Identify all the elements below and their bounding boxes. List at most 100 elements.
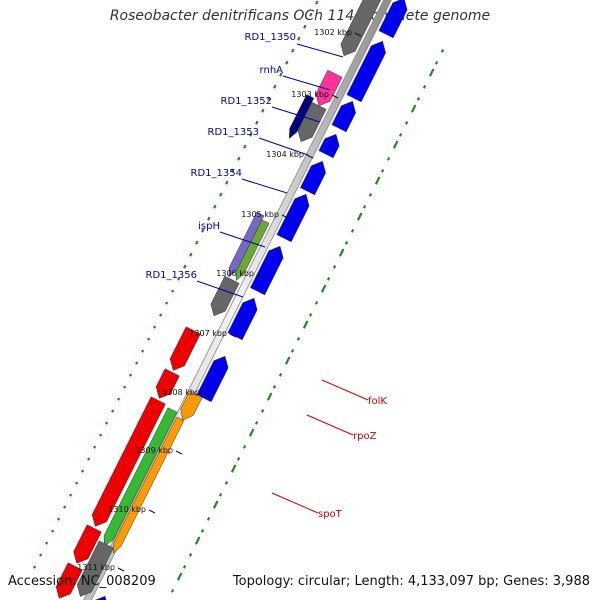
gc-tick-left [189,252,193,257]
reverse-cds-3 [91,396,166,527]
gc-tick-left [57,517,61,521]
gc-tick-right [386,157,391,161]
hypothetical-cds-1 [340,0,382,57]
gc-tick-right [254,421,259,425]
gc-tick-left [63,505,67,509]
reverse-cds-4 [73,524,102,564]
leader-RD1_1354 [241,178,288,194]
ruler-tick [331,94,339,99]
gene-label-rnhA: rnhA [260,65,284,76]
gc-tick-left [141,349,145,353]
ispH-cds-b [235,219,270,282]
gc-tick-right [374,176,381,185]
gc-tick-right [194,536,201,545]
forward-cds-8 [227,297,258,341]
ruler-label: 1303 kbp [291,90,329,99]
gc-tick-right [296,337,301,341]
topology-text: Topology: circular; Length: 4,133,097 bp… [232,574,590,589]
forward-cds-6 [276,193,310,243]
ruler-tick [148,509,156,514]
gc-tick-left [255,120,259,125]
gc-tick-right [338,248,345,257]
rpoZ-cds [180,390,203,421]
gc-tick-right [314,301,319,305]
leader-ispH [219,231,266,248]
reverse-cds-5 [55,562,83,599]
gc-tick-left [225,180,229,185]
gc-tick-left [105,421,109,425]
gene-label-RD1_1350: RD1_1350 [245,32,296,43]
feature-track [55,0,408,600]
ruler-label: 1310 kbp [108,505,146,514]
gc-tick-right [380,169,385,173]
gc-tick-right [302,320,309,329]
spoT-cds [113,416,185,554]
ruler-tick [175,450,183,455]
gc-tick-right [236,457,241,461]
forward-cds-7 [250,245,284,296]
gc-tick-right [440,49,445,53]
rnhA-cds [315,69,343,107]
ruler-tick [354,32,362,37]
gc-tick-right [428,68,435,77]
gc-tick-left [315,0,319,5]
ruler-label: 1302 kbp [314,28,352,37]
gc-tick-right [242,445,247,449]
gc-tick-left [177,277,181,281]
gene-label-RD1_1354: RD1_1354 [191,168,242,179]
gc-tick-left [291,48,295,53]
leader-rnhA [282,75,331,91]
label-leaders [196,43,369,514]
gc-tick-right [320,284,327,293]
forward-cds-5 [300,160,326,196]
gc-tick-right [188,553,193,557]
gc-tick-right [392,140,399,149]
gc-tick-right [350,229,355,233]
gc-tick-right [368,193,373,197]
ruler-label: 1309 kbp [135,446,173,455]
gc-tick-left [219,192,223,197]
gc-tick-left [93,445,97,449]
gc-tick-right [278,373,283,377]
accession-text: Accession: NC_008209 [8,574,156,589]
gc-tick-right [434,61,439,65]
leader-folK [321,379,369,401]
gc-tick-left [309,12,313,17]
kbp-ruler: 1302 kbp 1303 kbp 1304 kbp 1305 kbp 1306 kbp… [77,28,362,572]
gc-tick-right [404,121,409,125]
gc-tick-left [261,108,265,113]
leader-spoT [271,492,319,514]
gc-tick-left [279,72,283,77]
gc-tick-left [153,325,157,329]
gc-tick-right [170,589,175,593]
gc-tick-left [213,204,217,209]
gc-tick-left [81,469,85,473]
gc-tick-right [410,104,417,113]
reverse-cds-2 [155,368,180,399]
gc-tick-left [171,289,175,293]
gc-tick-left [99,433,103,437]
gene-label-ispH: ispH [198,221,220,232]
gc-tick-left [75,481,79,485]
forward-cds-9 [196,355,229,403]
gc-tick-right [218,493,223,497]
gc-tick-right [230,464,237,473]
gc-tick-left [69,493,73,497]
hypothetical-cds-3 [210,275,240,317]
gc-tick-left [129,373,133,377]
gc-tick-left [273,84,277,89]
ruler-tick [281,214,289,219]
ruler-tick [306,154,314,159]
gc-tick-left [237,156,241,161]
leader-RD1_1356 [196,280,244,298]
ruler-label: 1308 kbp [162,388,200,397]
gc-tick-left [231,168,235,173]
gc-tick-right [212,500,219,509]
gc-tick-right [176,572,183,581]
gc-tick-right [260,409,265,413]
gc-tick-left [45,541,49,545]
gc-tick-left [297,36,301,41]
ruler-label: 1306 kbp [216,269,254,278]
gene-label-folK: folK [368,396,387,407]
